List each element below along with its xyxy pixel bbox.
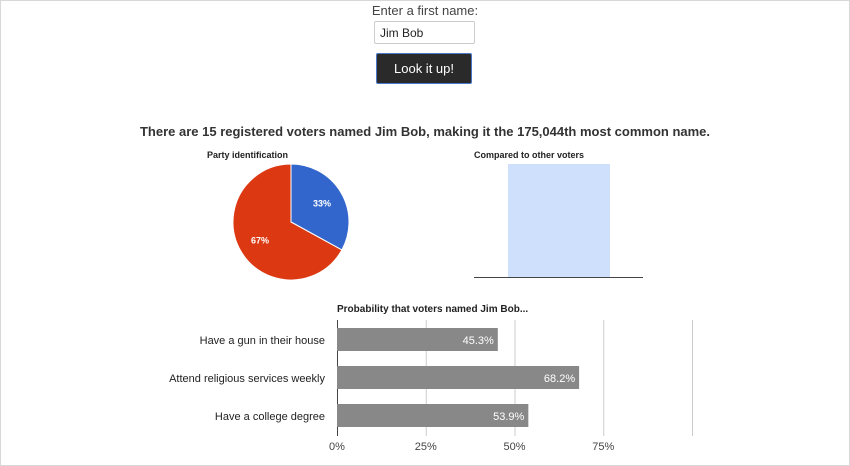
bar-1	[337, 366, 580, 389]
x-tick-label-75: 75%	[592, 441, 614, 453]
pie-slice-0	[290, 163, 350, 251]
category-label-2: Have a college degree	[215, 411, 325, 423]
compare-chart	[474, 164, 643, 278]
compare-bar	[508, 164, 610, 277]
bar-0	[337, 328, 498, 351]
category-label-0: Have a gun in their house	[200, 335, 325, 347]
compare-chart-title: Compared to other voters	[474, 150, 585, 160]
category-label-1: Attend religious services weekly	[169, 373, 325, 385]
party-pie-chart: 33% 67%	[232, 163, 350, 281]
summary-text: There are 15 registered voters named Jim…	[139, 124, 711, 139]
pie-slice-1	[232, 163, 343, 281]
bar-value-label-1: 68.2%	[544, 373, 575, 385]
x-tick-label-25: 25%	[415, 441, 437, 453]
probability-bar-chart: 0% 25% 50% 75% 45.3% Have a gun in their hous…	[169, 320, 693, 453]
first-name-input[interactable]	[374, 21, 475, 44]
pie-chart-title: Party identification	[207, 150, 289, 160]
pie-slice-label-0: 33%	[313, 199, 331, 209]
look-it-up-button[interactable]: Look it up!	[376, 53, 472, 84]
bar-value-label-2: 53.9%	[493, 411, 524, 423]
bar-chart-title: Probability that voters named Jim Bob...	[337, 304, 529, 315]
x-tick-label-0: 0%	[329, 441, 345, 453]
bar-value-label-0: 45.3%	[463, 335, 494, 347]
bar-2	[337, 404, 529, 427]
x-tick-label-50: 50%	[503, 441, 525, 453]
pie-slice-label-1: 67%	[251, 235, 269, 245]
name-prompt-label: Enter a first name:	[371, 3, 479, 18]
